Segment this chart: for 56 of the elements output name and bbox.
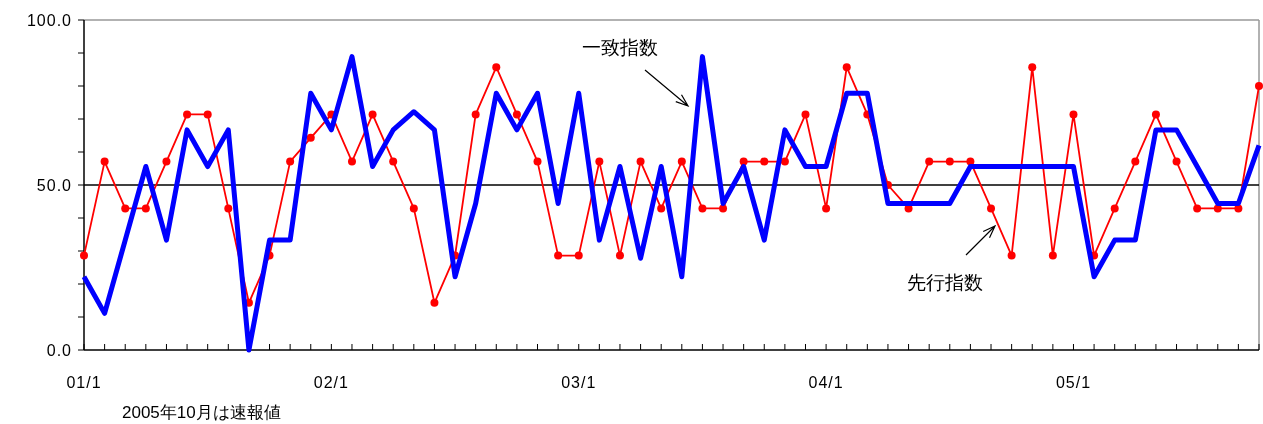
point bbox=[636, 157, 645, 166]
point bbox=[595, 157, 604, 166]
point bbox=[822, 204, 831, 213]
point bbox=[203, 110, 212, 119]
point bbox=[945, 157, 954, 166]
series-label: 先行指数 bbox=[907, 272, 983, 293]
x-tick-label: 05/1 bbox=[1055, 374, 1092, 391]
point bbox=[224, 204, 233, 213]
point bbox=[183, 110, 192, 119]
point bbox=[409, 204, 418, 213]
point bbox=[1069, 110, 1078, 119]
point bbox=[801, 110, 810, 119]
point bbox=[512, 110, 521, 119]
point bbox=[100, 157, 109, 166]
point bbox=[141, 204, 150, 213]
point bbox=[430, 298, 439, 307]
point bbox=[347, 157, 356, 166]
point bbox=[1131, 157, 1140, 166]
y-tick-label: 0.0 bbox=[46, 342, 72, 359]
point bbox=[121, 204, 130, 213]
point bbox=[842, 63, 851, 72]
point bbox=[1151, 110, 1160, 119]
y-tick-label: 50.0 bbox=[36, 177, 72, 194]
point bbox=[1007, 251, 1016, 260]
point bbox=[368, 110, 377, 119]
x-tick-label: 02/1 bbox=[313, 374, 349, 391]
point bbox=[987, 204, 996, 213]
point bbox=[1110, 204, 1119, 213]
series-label: 一致指数 bbox=[582, 37, 658, 58]
point bbox=[554, 251, 563, 260]
point bbox=[80, 251, 88, 260]
x-tick-label: 03/1 bbox=[561, 374, 597, 391]
x-tick-label: 04/1 bbox=[808, 374, 844, 391]
point bbox=[1193, 204, 1202, 213]
point bbox=[306, 133, 315, 142]
point bbox=[286, 157, 295, 166]
y-tick-label: 100.0 bbox=[26, 12, 72, 29]
point bbox=[698, 204, 707, 213]
point bbox=[925, 157, 934, 166]
point bbox=[389, 157, 398, 166]
point bbox=[1048, 251, 1057, 260]
point bbox=[533, 157, 542, 166]
point bbox=[677, 157, 686, 166]
point bbox=[492, 63, 501, 72]
point bbox=[780, 157, 789, 166]
point bbox=[1255, 82, 1263, 90]
x-tick-label: 01/1 bbox=[66, 374, 102, 391]
point bbox=[657, 204, 666, 213]
point bbox=[471, 110, 480, 119]
point bbox=[1028, 63, 1037, 72]
point bbox=[760, 157, 769, 166]
point bbox=[1172, 157, 1181, 166]
point bbox=[162, 157, 171, 166]
point bbox=[574, 251, 583, 260]
text: 2005年10月は速報値 bbox=[122, 403, 281, 422]
point bbox=[615, 251, 624, 260]
